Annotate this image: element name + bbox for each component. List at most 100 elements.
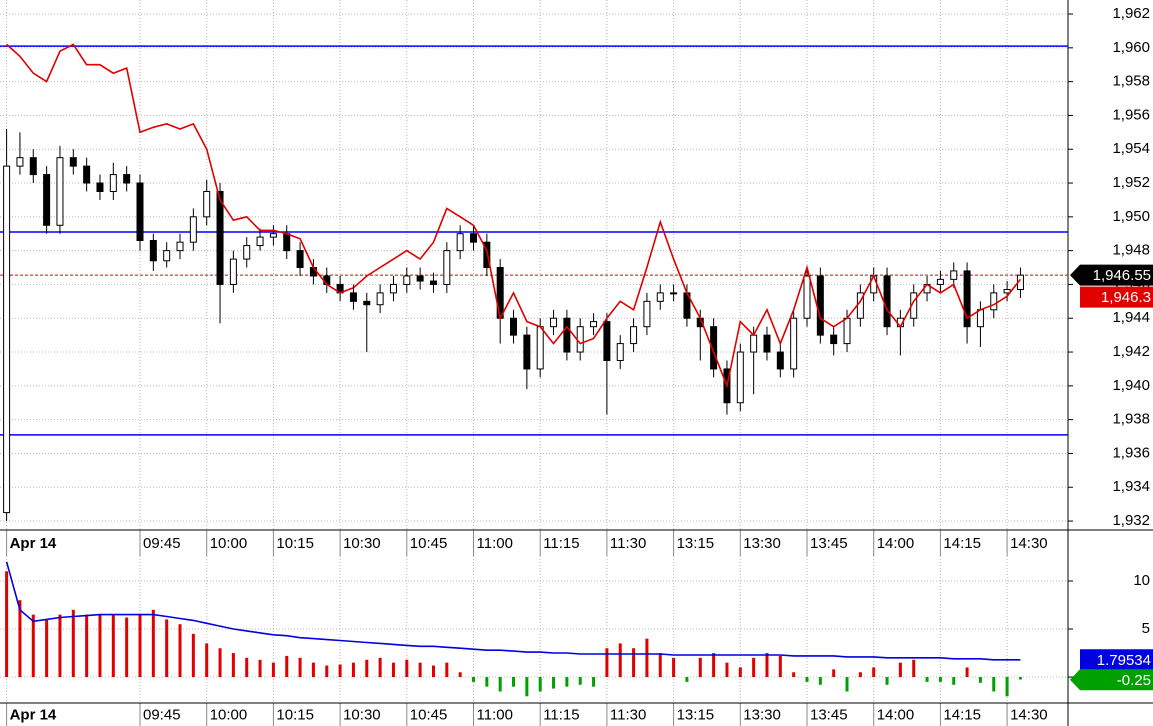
histogram-bar bbox=[885, 677, 889, 685]
histogram-bar bbox=[472, 677, 475, 682]
candle-body bbox=[256, 236, 264, 247]
histogram-bar bbox=[98, 614, 102, 678]
candle-body bbox=[976, 309, 984, 328]
y-tick-label: 5 bbox=[1142, 620, 1150, 637]
histogram-bar bbox=[578, 677, 582, 685]
histogram-bar bbox=[605, 648, 609, 678]
histogram-bar bbox=[992, 677, 996, 692]
x-tick-label: 11:15 bbox=[543, 706, 579, 723]
histogram-bar bbox=[58, 614, 62, 678]
histogram-last-label-box bbox=[1070, 669, 1153, 691]
y-tick-label: 10 bbox=[1133, 572, 1150, 589]
candle-body bbox=[883, 275, 891, 328]
candle-body bbox=[936, 278, 944, 285]
candle-body bbox=[109, 174, 117, 192]
candle-body bbox=[229, 258, 237, 285]
candle-body bbox=[456, 233, 464, 252]
indicator-line bbox=[5, 561, 1021, 661]
histogram-bar bbox=[538, 677, 542, 692]
histogram-bar bbox=[858, 672, 862, 678]
candle-body bbox=[790, 317, 798, 370]
candle-body bbox=[510, 317, 518, 336]
x-tick-label: 10:45 bbox=[410, 535, 448, 552]
histogram-bar bbox=[898, 662, 902, 678]
histogram-bar bbox=[658, 653, 662, 678]
histogram-bar bbox=[85, 614, 89, 678]
y-tick-label: 1,958 bbox=[1112, 73, 1150, 90]
candle-body bbox=[163, 250, 171, 262]
x-tick-label: 13:15 bbox=[677, 706, 715, 723]
histogram-bar bbox=[338, 664, 342, 678]
histogram-bar bbox=[952, 677, 956, 685]
candle-body bbox=[750, 334, 758, 353]
candle-body bbox=[216, 190, 224, 285]
y-tick-label: 1,944 bbox=[1112, 309, 1150, 326]
x-tick-label: Apr 14 bbox=[10, 535, 57, 552]
y-tick-label: 1,934 bbox=[1112, 478, 1150, 495]
y-tick-label: 1,954 bbox=[1112, 140, 1150, 157]
x-tick-label: 13:45 bbox=[810, 535, 848, 552]
candle-body bbox=[149, 239, 157, 262]
histogram-bar bbox=[672, 657, 676, 678]
x-tick-label: 14:30 bbox=[1010, 706, 1048, 723]
candle-body bbox=[643, 300, 651, 328]
y-tick-label: 1,938 bbox=[1112, 411, 1150, 428]
candle-body bbox=[950, 270, 958, 280]
x-tick-label: 13:15 bbox=[677, 535, 715, 552]
series-line bbox=[6, 43, 1022, 389]
histogram-bar bbox=[485, 677, 489, 687]
histogram-bar bbox=[978, 677, 982, 683]
histogram-bar bbox=[512, 677, 516, 687]
histogram-bar bbox=[738, 667, 742, 678]
x-tick-label: 11:30 bbox=[610, 535, 646, 552]
y-tick-label: 1,952 bbox=[1112, 174, 1150, 191]
candle-body bbox=[296, 250, 304, 269]
histogram-bar bbox=[832, 669, 836, 678]
histogram-bar bbox=[231, 653, 235, 678]
candle-body bbox=[803, 275, 811, 319]
candle-body bbox=[83, 165, 91, 184]
histogram-bar bbox=[845, 677, 849, 692]
candle-body bbox=[843, 317, 851, 345]
candle-body bbox=[56, 157, 64, 226]
histogram-bar bbox=[778, 655, 782, 678]
histogram-bar bbox=[698, 657, 702, 678]
x-tick-label: 11:15 bbox=[543, 535, 579, 552]
x-tick-label: 10:15 bbox=[276, 535, 314, 552]
x-tick-label: 10:45 bbox=[410, 706, 448, 723]
histogram-bar bbox=[592, 677, 596, 687]
histogram-bar bbox=[685, 677, 689, 682]
histogram-bar bbox=[378, 657, 382, 678]
x-tick-label: 10:30 bbox=[343, 706, 381, 723]
last-price-label-box bbox=[1070, 264, 1153, 286]
candle-body bbox=[763, 334, 771, 353]
histogram-bar bbox=[18, 600, 22, 678]
candle-body bbox=[123, 174, 131, 184]
candle-body bbox=[29, 157, 37, 176]
candle-body bbox=[349, 292, 357, 302]
x-tick-label: 14:00 bbox=[877, 706, 915, 723]
x-tick-label: 09:45 bbox=[143, 535, 181, 552]
histogram-bar bbox=[285, 655, 289, 678]
candle-body bbox=[523, 334, 531, 370]
histogram-bar bbox=[712, 653, 716, 678]
y-tick-label: 1,956 bbox=[1112, 106, 1150, 123]
x-tick-label: 13:45 bbox=[810, 706, 848, 723]
candle-body bbox=[670, 292, 678, 295]
x-tick-label: 11:00 bbox=[477, 535, 513, 552]
candle-body bbox=[403, 275, 411, 285]
histogram-bar bbox=[5, 571, 9, 678]
candle-body bbox=[830, 334, 838, 345]
x-tick-label: 14:30 bbox=[1010, 535, 1048, 552]
histogram-bar bbox=[405, 659, 409, 678]
histogram-bar bbox=[565, 677, 569, 687]
histogram-bar bbox=[111, 614, 115, 678]
histogram-bar bbox=[125, 617, 129, 678]
histogram-bar bbox=[271, 662, 275, 678]
candle-body bbox=[269, 233, 277, 238]
candle-body bbox=[443, 250, 451, 285]
candle-body bbox=[363, 300, 371, 306]
histogram-bar bbox=[792, 672, 796, 678]
